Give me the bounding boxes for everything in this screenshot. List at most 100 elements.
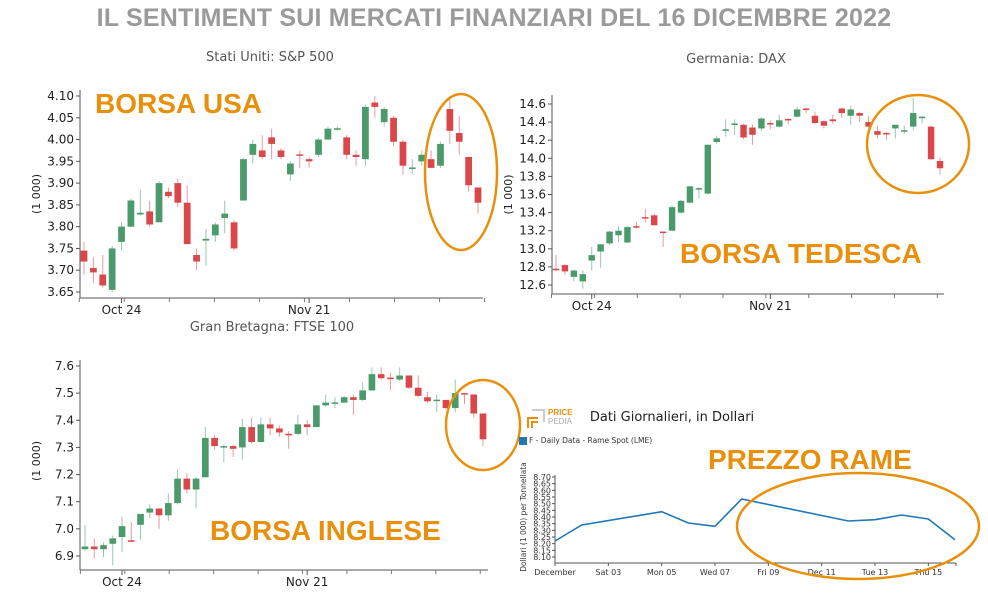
- dax-x-tick-label: Oct 24: [572, 299, 612, 313]
- candle-body: [461, 393, 468, 395]
- sp500-candle: [446, 96, 454, 144]
- candle-body: [479, 413, 487, 440]
- dax-candle: [856, 112, 863, 123]
- candle-body: [136, 212, 144, 215]
- candle-body: [776, 120, 783, 127]
- candle-body: [240, 159, 247, 201]
- copper-x-tick-label: December: [534, 568, 576, 577]
- ftse-x-tick-label: Oct 24: [102, 575, 142, 589]
- copper-chart: 8.108.158.208.258.308.358.408.458.508.55…: [519, 462, 957, 577]
- sp500-candle: [165, 187, 172, 199]
- ftse-chart: 6.9 7.0 7.1 7.2 7.3 7.4 7.5 7.6 Oct 24 Nov 21 (1 0…: [30, 359, 488, 589]
- sp500-candle: [324, 126, 332, 140]
- candle-body: [343, 137, 351, 155]
- candle-body: [257, 424, 265, 442]
- sp500-y-tick-label: 3.80: [47, 220, 74, 234]
- candle-body: [659, 231, 667, 234]
- ftse-candle: [276, 425, 283, 437]
- sp500-candle: [127, 198, 135, 227]
- candle-body: [865, 122, 872, 127]
- ftse-candle: [192, 477, 200, 509]
- candle-body: [258, 150, 266, 157]
- dax-candle: [722, 119, 729, 137]
- ftse-y-tick-label: 7.3: [55, 440, 74, 454]
- sp500-y-tick-label: 3.90: [47, 176, 74, 190]
- dax-y-tick-label: 13.2: [519, 224, 546, 238]
- dax-candle: [758, 117, 765, 132]
- sp500-candle: [108, 246, 116, 292]
- ftse-candle: [350, 394, 357, 415]
- ftse-candle: [146, 504, 154, 518]
- candle-body: [651, 215, 658, 226]
- dax-candle: [838, 107, 845, 118]
- sp500-candle: [296, 150, 304, 168]
- dax-candle: [615, 226, 622, 243]
- sp500-candle: [258, 135, 266, 160]
- sp500-candle: [437, 141, 444, 168]
- ftse-candle: [239, 418, 246, 460]
- dax-candle: [820, 120, 828, 129]
- sp500-candle: [418, 150, 426, 166]
- candle-body: [220, 446, 228, 448]
- ftse-candle: [322, 394, 329, 407]
- candle-body: [211, 437, 218, 447]
- candle-body: [579, 274, 587, 282]
- dax-y-tick-label: 12.6: [519, 278, 546, 292]
- dax-chart-title: Germania: DAX: [686, 52, 786, 67]
- candle-body: [668, 207, 676, 231]
- ftse-candle: [183, 473, 191, 494]
- candle-body: [359, 390, 367, 400]
- candle-body: [677, 200, 685, 213]
- ftse-x-tick-label: Nov 21: [286, 575, 329, 589]
- dax-y-tick-label: 13.8: [519, 169, 546, 183]
- highlight-ellipse-uk: [444, 378, 522, 472]
- sp500-candle: [455, 115, 463, 155]
- candle-body: [201, 437, 209, 478]
- copper-x-tick-label: Mon 05: [647, 568, 677, 577]
- dax-y-tick-label: 13.4: [519, 206, 546, 220]
- candle-body: [811, 115, 819, 124]
- sp500-candle: [118, 222, 125, 251]
- dax-candle: [686, 185, 694, 204]
- ftse-candle: [266, 417, 274, 436]
- ftse-candle: [81, 524, 89, 551]
- copper-x-tick-label: Dec 11: [808, 568, 836, 577]
- dax-candle: [668, 205, 676, 231]
- ftse-candle: [368, 367, 376, 391]
- ftse-candle: [201, 427, 209, 478]
- dax-candle: [784, 118, 792, 125]
- candle-body: [287, 163, 294, 175]
- sp500-candle: [399, 139, 407, 175]
- ftse-candle: [470, 394, 478, 418]
- candle-body: [927, 126, 935, 160]
- candle-body: [118, 226, 125, 242]
- label-borsa-inglese: BORSA INGLESE: [210, 515, 441, 546]
- candle-body: [470, 394, 478, 414]
- ftse-candle: [257, 417, 265, 442]
- candle-body: [856, 113, 863, 116]
- candle-body: [802, 108, 810, 111]
- sp500-chart: 3.65 3.70 3.75 3.80 3.85 3.90 3.95 4.00 4.05 4.10…: [30, 89, 486, 317]
- sp500-candle: [333, 126, 341, 131]
- ftse-y-tick-label: 7.1: [55, 495, 74, 509]
- dax-candle: [651, 213, 658, 226]
- candle-body: [588, 255, 595, 261]
- copper-y-tick-label: 8.20: [533, 540, 551, 549]
- candle-body: [202, 238, 210, 241]
- candle-body: [387, 377, 394, 380]
- main-title: IL SENTIMENT SUI MERCATI FINANZIARI DEL …: [96, 4, 892, 32]
- candle-body: [399, 141, 407, 166]
- candle-body: [249, 143, 257, 155]
- candle-body: [838, 108, 845, 114]
- candle-body: [442, 399, 450, 409]
- candle-body: [324, 128, 332, 140]
- candle-body: [211, 224, 219, 236]
- sp500-candle: [465, 156, 472, 192]
- candle-body: [294, 424, 302, 434]
- dax-x-tick-label: Nov 21: [749, 299, 792, 313]
- dax-chart: 12.6 12.8 13.0 13.2 13.4 13.6 13.8 14.0 14.2 14.4…: [502, 94, 944, 313]
- dax-candle: [695, 187, 703, 199]
- candle-body: [561, 265, 569, 272]
- candle-body: [276, 428, 283, 433]
- candle-body: [695, 188, 703, 190]
